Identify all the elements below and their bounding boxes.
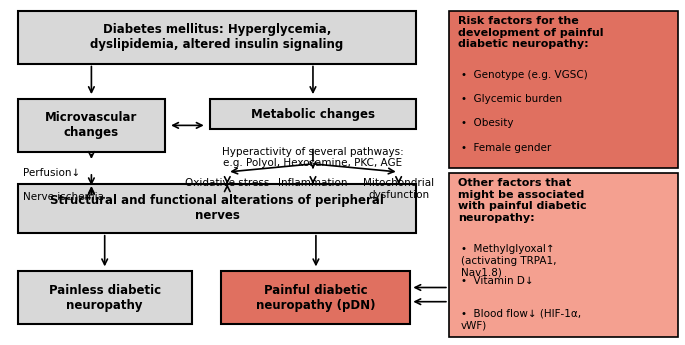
FancyBboxPatch shape	[18, 11, 416, 63]
Text: •  Vitamin D↓: • Vitamin D↓	[461, 276, 534, 286]
Text: Painless diabetic
neuropathy: Painless diabetic neuropathy	[49, 284, 161, 312]
Text: Risk factors for the
development of painful
diabetic neuropathy:: Risk factors for the development of pain…	[458, 16, 603, 49]
Text: Mitochondrial
dysfunction: Mitochondrial dysfunction	[363, 178, 434, 200]
FancyBboxPatch shape	[210, 99, 416, 129]
Text: •  Female gender: • Female gender	[461, 142, 551, 152]
Text: Hyperactivity of several pathways:
e.g. Polyol, Hexosamine, PKC, AGE: Hyperactivity of several pathways: e.g. …	[222, 147, 404, 168]
Text: Painful diabetic
neuropathy (pDN): Painful diabetic neuropathy (pDN)	[256, 284, 375, 312]
Text: •  Genotype (e.g. VGSC): • Genotype (e.g. VGSC)	[461, 70, 588, 80]
Text: Inflammation: Inflammation	[278, 178, 348, 188]
FancyBboxPatch shape	[18, 99, 165, 152]
FancyBboxPatch shape	[18, 184, 416, 233]
Text: Perfusion↓: Perfusion↓	[23, 168, 81, 178]
Text: Nerve ischemia: Nerve ischemia	[23, 192, 104, 202]
Text: Structural and functional alterations of peripheral
nerves: Structural and functional alterations of…	[50, 195, 384, 223]
FancyBboxPatch shape	[18, 271, 192, 324]
Text: Microvascular
changes: Microvascular changes	[45, 111, 138, 139]
Text: •  Obesity: • Obesity	[461, 118, 513, 128]
Text: Oxidative stress: Oxidative stress	[185, 178, 269, 188]
Text: •  Methylglyoxal↑
(activating TRPA1,
Nav1.8): • Methylglyoxal↑ (activating TRPA1, Nav1…	[461, 244, 556, 277]
FancyBboxPatch shape	[221, 271, 410, 324]
Text: Diabetes mellitus: Hyperglycemia,
dyslipidemia, altered insulin signaling: Diabetes mellitus: Hyperglycemia, dyslip…	[90, 23, 344, 51]
Text: •  Glycemic burden: • Glycemic burden	[461, 94, 562, 104]
Text: Other factors that
might be associated
with painful diabetic
neuropathy:: Other factors that might be associated w…	[458, 178, 586, 223]
Text: •  Blood flow↓ (HIF-1α,
vWF): • Blood flow↓ (HIF-1α, vWF)	[461, 309, 581, 331]
FancyBboxPatch shape	[449, 173, 677, 337]
FancyBboxPatch shape	[449, 11, 677, 168]
Text: Metabolic changes: Metabolic changes	[251, 108, 375, 121]
